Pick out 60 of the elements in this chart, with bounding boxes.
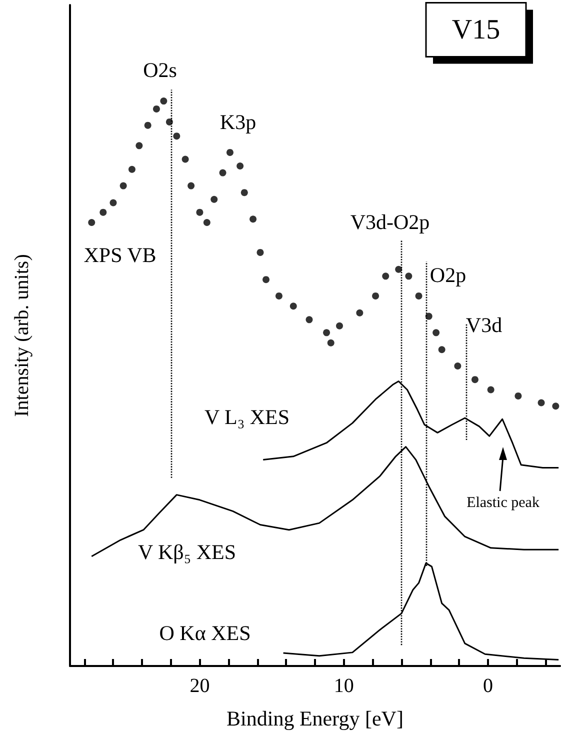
point — [487, 386, 494, 394]
point — [552, 402, 560, 410]
point — [395, 266, 402, 273]
point — [306, 316, 313, 324]
point — [372, 292, 380, 300]
point — [538, 399, 545, 406]
point — [415, 292, 422, 300]
annotation: V3d — [466, 313, 503, 337]
x-axis-title: Binding Energy [eV] — [226, 706, 404, 730]
point — [438, 346, 446, 354]
annotation: V Kβ₅ XES — [138, 540, 236, 564]
point — [425, 312, 432, 320]
text: O2s — [143, 58, 177, 82]
point — [327, 339, 334, 346]
point — [356, 309, 364, 316]
point — [144, 122, 152, 129]
annotation: O2p — [430, 263, 466, 287]
point — [188, 182, 195, 190]
point — [110, 199, 117, 206]
annotation: K3p — [220, 110, 256, 134]
point — [226, 148, 234, 156]
point — [196, 208, 204, 216]
annotation: V L₃ XES — [204, 405, 290, 429]
point — [405, 272, 412, 280]
point — [173, 132, 180, 140]
point — [160, 98, 168, 105]
point — [454, 362, 462, 370]
point — [290, 302, 297, 310]
point — [323, 329, 330, 336]
y-axis-title: Intensity (arb. units) — [11, 254, 33, 417]
point — [136, 142, 143, 150]
annotation: Elastic peak — [466, 495, 540, 511]
point — [432, 329, 440, 336]
point — [88, 219, 96, 226]
point — [210, 196, 218, 203]
annotation: XPS VB — [84, 243, 156, 267]
point — [382, 272, 390, 280]
point — [275, 292, 282, 300]
point — [240, 189, 248, 196]
annotation: V3d-O2p — [350, 210, 430, 234]
point — [128, 166, 136, 173]
point — [262, 276, 270, 284]
point — [256, 248, 264, 256]
point — [120, 182, 127, 190]
point — [182, 156, 189, 163]
point — [514, 392, 522, 400]
point — [203, 219, 210, 226]
point — [336, 322, 343, 330]
annotation: O Kα XES — [159, 621, 251, 645]
point — [100, 208, 107, 216]
x-tick-label: 20 — [190, 675, 210, 697]
point — [236, 162, 244, 170]
x-tick-label: 0 — [482, 675, 493, 697]
x-tick-label: 10 — [334, 675, 354, 697]
point — [250, 216, 257, 223]
point — [166, 118, 173, 126]
point — [219, 169, 226, 176]
text: V15 — [452, 14, 500, 46]
point — [152, 105, 160, 112]
point — [471, 376, 478, 384]
